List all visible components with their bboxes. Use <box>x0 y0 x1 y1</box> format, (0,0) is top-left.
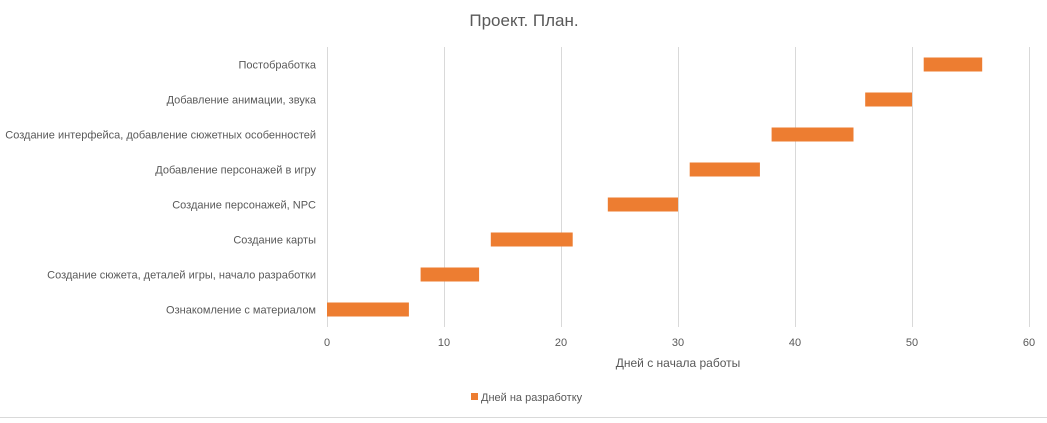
x-tick-labels: 0 10 20 30 40 50 60 <box>324 337 1035 349</box>
gantt-bar <box>327 302 409 317</box>
x-tick-label: 30 <box>672 337 684 349</box>
x-tick-label: 60 <box>1023 337 1035 349</box>
legend: Дней на разработку <box>471 392 583 404</box>
gantt-bar <box>689 162 760 177</box>
gantt-bar <box>771 127 854 142</box>
category-label: Постобработка <box>239 60 317 72</box>
gantt-bar <box>923 57 983 72</box>
x-tick-label: 20 <box>555 337 567 349</box>
category-label: Создание интерфейса, добавление сюжетных… <box>5 130 316 142</box>
category-label: Создание персонажей, NPC <box>172 200 316 212</box>
bars <box>327 57 983 317</box>
category-label: Создание сюжета, деталей игры, начало ра… <box>47 270 316 282</box>
category-label: Добавление персонажей в игру <box>155 165 316 177</box>
category-label: Создание карты <box>233 235 316 247</box>
legend-swatch <box>471 393 478 400</box>
x-tick-label: 50 <box>906 337 918 349</box>
category-label: Добавление анимации, звука <box>167 95 317 107</box>
gantt-bar <box>607 197 678 212</box>
gantt-bar <box>490 232 573 247</box>
x-tick-label: 40 <box>789 337 801 349</box>
x-tick-label: 10 <box>438 337 450 349</box>
legend-label: Дней на разработку <box>481 392 583 404</box>
gridlines <box>327 47 1030 327</box>
chart-title: Проект. План. <box>469 11 578 30</box>
gantt-bar <box>420 267 480 282</box>
x-axis-title: Дней с начала работы <box>616 356 741 370</box>
gantt-bar <box>865 92 912 107</box>
x-tick-label: 0 <box>324 337 330 349</box>
category-labels: Ознакомление с материалом Создание сюжета… <box>5 60 317 317</box>
category-label: Ознакомление с материалом <box>166 305 316 317</box>
